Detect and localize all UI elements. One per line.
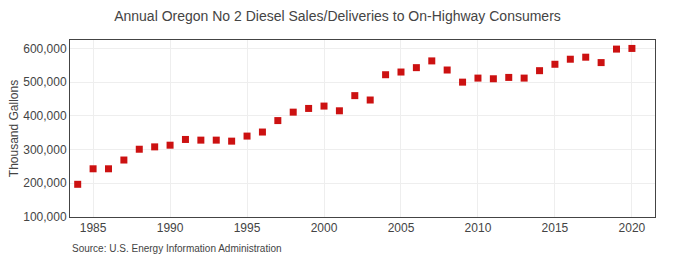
svg-text:Annual Oregon No 2 Diesel Sale: Annual Oregon No 2 Diesel Sales/Deliveri… [114, 8, 561, 24]
svg-text:Source: U.S. Energy Informatio: Source: U.S. Energy Information Administ… [72, 243, 282, 254]
svg-text:500,000: 500,000 [23, 75, 67, 89]
svg-text:300,000: 300,000 [23, 143, 67, 157]
svg-text:600,000: 600,000 [23, 42, 67, 56]
svg-text:200,000: 200,000 [23, 176, 67, 190]
svg-text:2000: 2000 [311, 221, 338, 235]
svg-text:2015: 2015 [542, 221, 569, 235]
svg-text:2005: 2005 [388, 221, 415, 235]
svg-text:1990: 1990 [157, 221, 184, 235]
svg-text:100,000: 100,000 [23, 210, 67, 224]
svg-text:400,000: 400,000 [23, 109, 67, 123]
svg-text:2010: 2010 [465, 221, 492, 235]
svg-text:Thousand Gallons: Thousand Gallons [7, 80, 21, 177]
svg-text:2020: 2020 [619, 221, 646, 235]
svg-text:1985: 1985 [80, 221, 107, 235]
svg-text:1995: 1995 [234, 221, 261, 235]
